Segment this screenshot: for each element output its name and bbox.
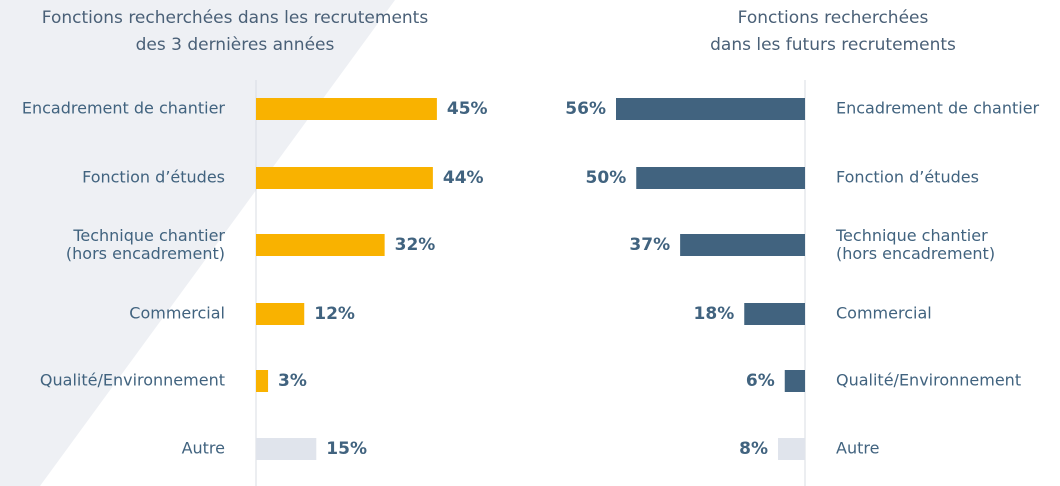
bar — [256, 167, 433, 189]
category-label: Qualité/Environnement — [836, 371, 1021, 390]
value-label: 3% — [278, 371, 307, 391]
value-label: 56% — [565, 99, 606, 119]
bar — [778, 438, 805, 460]
bar — [256, 370, 269, 392]
bar — [636, 167, 805, 189]
bar — [256, 234, 385, 256]
bar — [256, 303, 305, 325]
category-label: Encadrement de chantier — [836, 99, 1040, 118]
value-label: 8% — [739, 439, 768, 459]
category-label: Autre — [836, 439, 879, 458]
category-label: Fonction d’études — [82, 168, 225, 187]
bar — [256, 98, 437, 120]
bar — [680, 234, 805, 256]
chart-title: des 3 dernières années — [136, 35, 335, 55]
category-label: Encadrement de chantier — [22, 99, 226, 118]
value-label: 6% — [746, 371, 775, 391]
category-label: Autre — [182, 439, 225, 458]
chart-title: dans les futurs recrutements — [710, 35, 956, 55]
value-label: 37% — [629, 235, 670, 255]
background-shade — [0, 0, 395, 486]
bar — [744, 303, 805, 325]
category-label: Commercial — [129, 304, 225, 323]
value-label: 18% — [694, 304, 735, 324]
bar — [256, 438, 317, 460]
category-label: Technique chantier (hors encadrement) — [66, 226, 226, 263]
value-label: 50% — [586, 168, 627, 188]
value-label: 12% — [314, 304, 355, 324]
value-label: 15% — [326, 439, 367, 459]
value-label: 32% — [395, 235, 436, 255]
category-label: Technique chantier (hors encadrement) — [835, 226, 995, 263]
chart-title: Fonctions recherchées dans les recruteme… — [42, 8, 429, 28]
chart-title: Fonctions recherchées — [738, 8, 929, 28]
category-label: Commercial — [836, 304, 932, 323]
category-label: Qualité/Environnement — [40, 371, 225, 390]
bar — [616, 98, 805, 120]
bar — [784, 370, 805, 392]
value-label: 45% — [447, 99, 488, 119]
value-label: 44% — [443, 168, 484, 188]
category-label: Fonction d’études — [836, 168, 979, 187]
